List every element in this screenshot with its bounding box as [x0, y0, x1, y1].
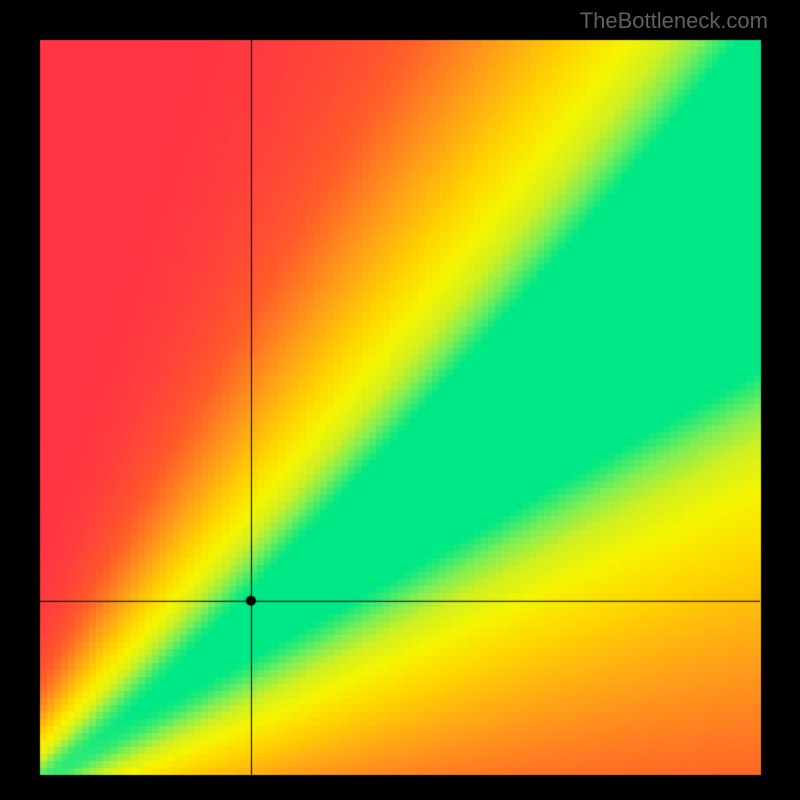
heatmap-canvas — [0, 0, 800, 800]
chart-container: TheBottleneck.com — [0, 0, 800, 800]
watermark-text: TheBottleneck.com — [580, 8, 768, 34]
